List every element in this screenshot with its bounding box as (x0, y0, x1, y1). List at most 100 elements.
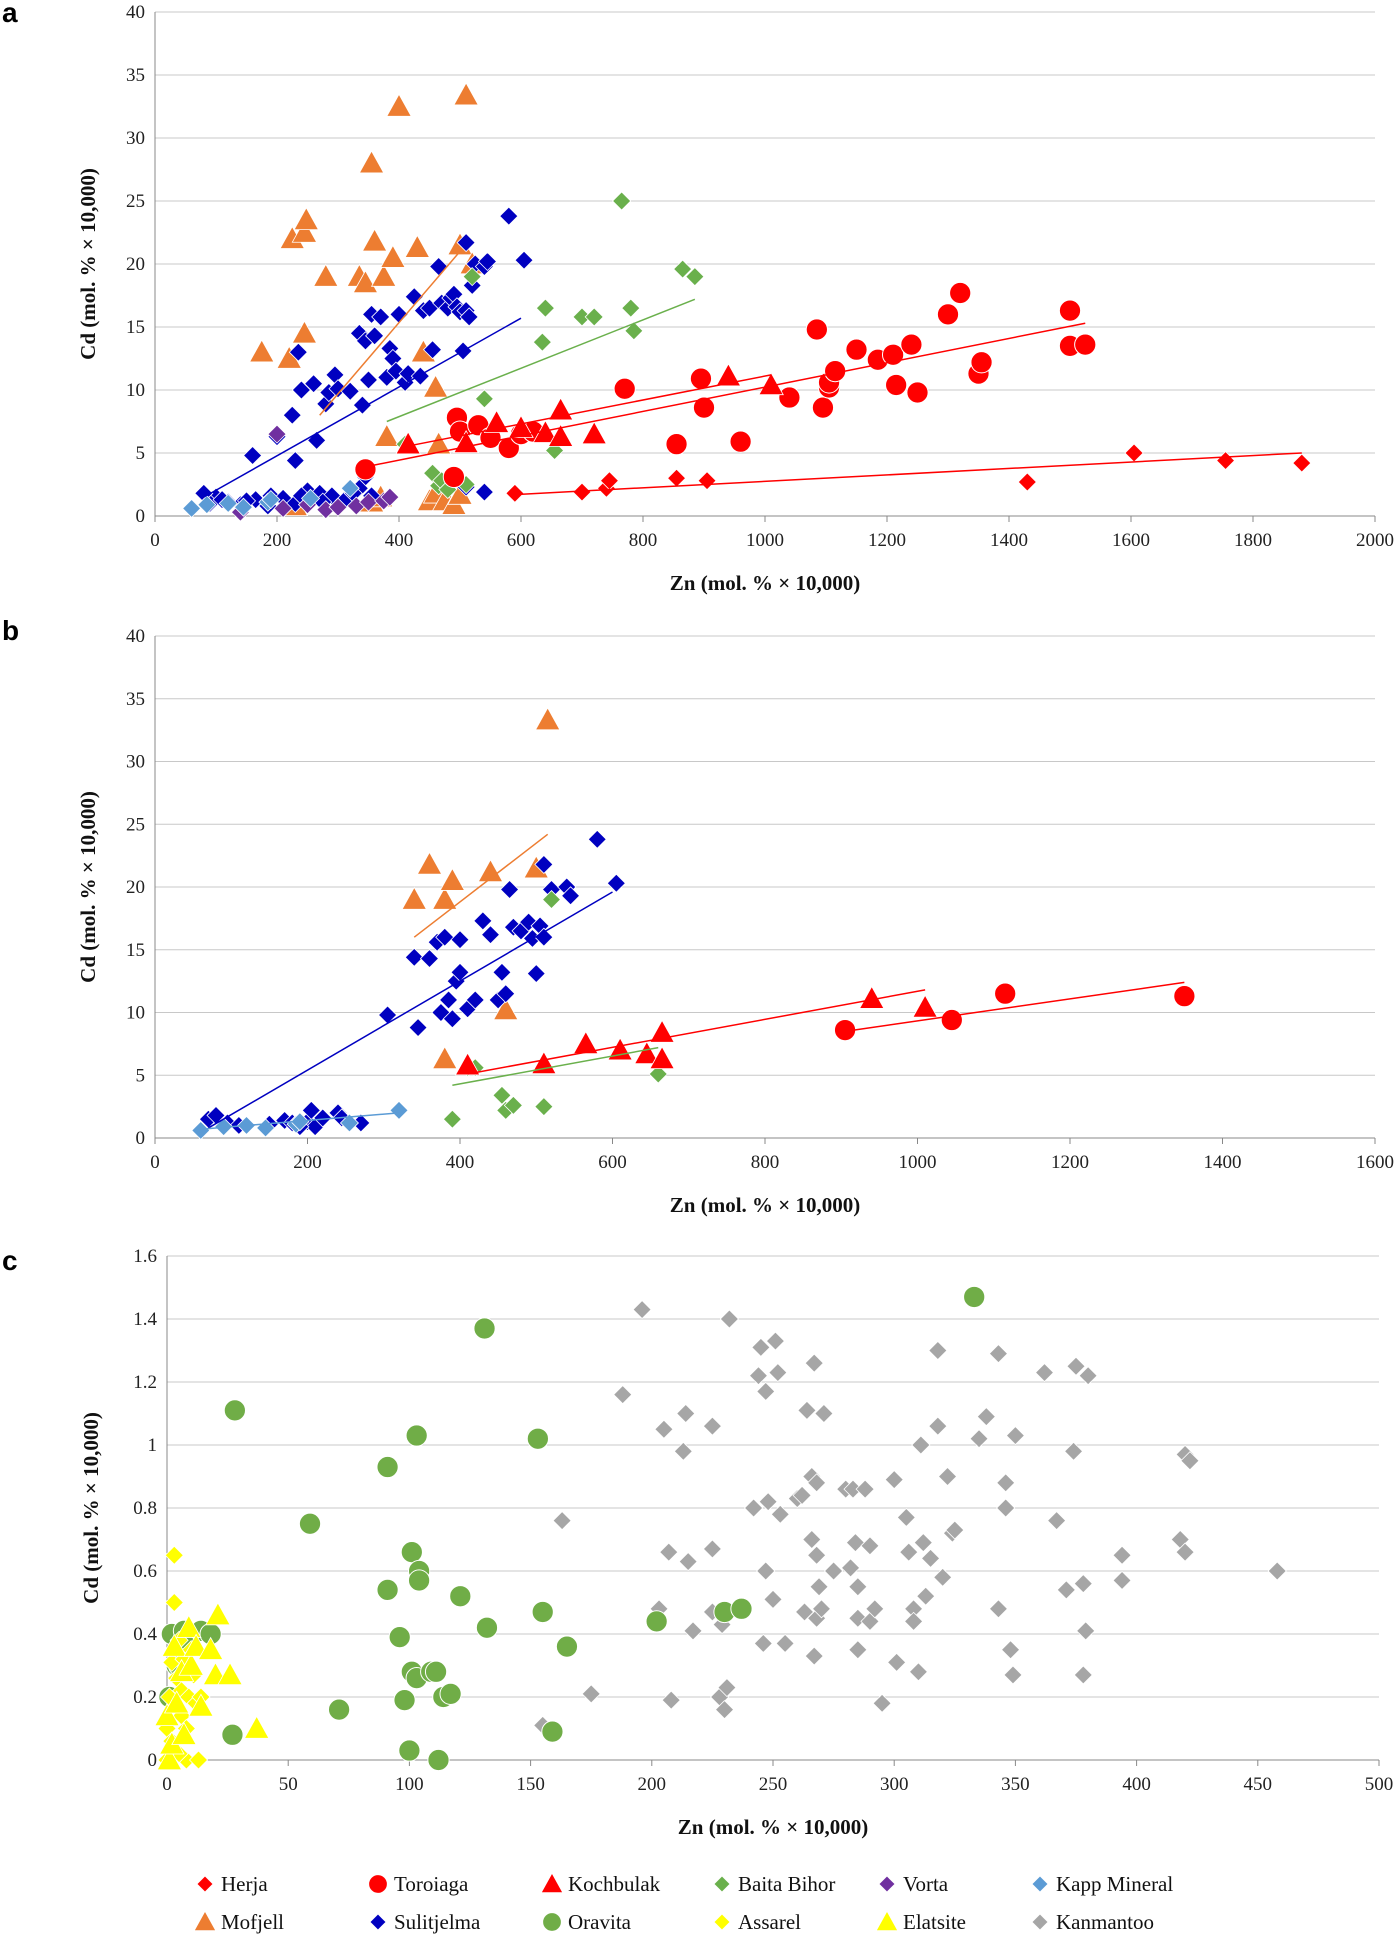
point-sulitjelma (304, 374, 324, 394)
y-axis-label: Cd (mol. % × 10,000) (76, 168, 100, 360)
trendline-kochbulak (411, 374, 772, 447)
y-tick-label: 0.4 (133, 1624, 157, 1645)
x-tick-label: 200 (293, 1152, 322, 1173)
point-oravita (427, 1748, 450, 1772)
point-kanmantoo (758, 1492, 778, 1512)
point-kanmantoo (860, 1536, 880, 1556)
y-tick-label: 1.6 (133, 1246, 157, 1267)
point-kanmantoo (807, 1545, 827, 1565)
point-kanmantoo (811, 1599, 832, 1619)
point-oravita (439, 1682, 462, 1705)
point-kanmantoo (809, 1577, 829, 1597)
legend-label: Baita Bihor (738, 1872, 835, 1896)
point-baita-bihor (492, 1085, 512, 1105)
point-oravita (400, 1540, 423, 1564)
legend-label: Kapp Mineral (1056, 1872, 1173, 1896)
point-herja (505, 483, 525, 503)
point-oravita (526, 1427, 549, 1450)
legend-marker-herja (196, 1875, 214, 1893)
point-kanmantoo (765, 1331, 785, 1351)
trendline-baita-bihor (452, 1046, 659, 1087)
point-sulitjelma (465, 990, 485, 1010)
point-herja (666, 468, 687, 488)
legend-label: Elatsite (903, 1910, 966, 1934)
point-sulitjelma (325, 365, 345, 385)
point-kanmantoo (714, 1700, 735, 1720)
point-kanmantoo (632, 1299, 652, 1320)
point-sulitjelma (499, 879, 520, 900)
point-sulitjelma (438, 990, 459, 1010)
point-kochbulak (858, 985, 885, 1009)
point-kanmantoo (996, 1473, 1016, 1493)
x-tick-label: 200 (638, 1774, 667, 1795)
point-kanmantoo (659, 1542, 679, 1562)
point-oravita (376, 1578, 399, 1602)
legend-marker-baita-bihor (713, 1875, 731, 1893)
trendline-mofjell (319, 250, 461, 416)
y-tick-label: 35 (126, 65, 145, 86)
trendline-sulitjelma (207, 891, 613, 1129)
point-mofjell (352, 269, 379, 294)
point-mofjell (358, 150, 385, 174)
point-kochbulak (649, 1045, 675, 1070)
legend-label: Assarel (738, 1910, 801, 1934)
point-sulitjelma (206, 1105, 226, 1125)
point-mofjell (373, 423, 400, 447)
point-toroiaga (949, 281, 972, 305)
point-elatsite (197, 1636, 224, 1660)
trendline-mofjell (413, 833, 549, 938)
point-kanmantoo (804, 1353, 824, 1373)
legend-marker-sulitjelma (369, 1913, 387, 1931)
y-tick-label: 5 (136, 443, 146, 464)
point-oravita (398, 1739, 421, 1762)
point-kanmantoo (1112, 1570, 1132, 1591)
series-sulitjelma (198, 829, 626, 1137)
point-sulitjelma (404, 947, 424, 967)
point-sulitjelma (408, 1017, 428, 1038)
point-kanmantoo (1073, 1574, 1093, 1594)
point-sulitjelma (442, 1009, 462, 1029)
point-kanmantoo (1078, 1366, 1098, 1386)
x-tick-label: 400 (446, 1152, 475, 1173)
x-tick-label: 1200 (868, 530, 906, 551)
x-tick-label: 1000 (746, 530, 784, 551)
x-tick-label: 1400 (1204, 1152, 1242, 1173)
legend-entry-sulitjelma: Sulitjelma (369, 1910, 481, 1934)
point-sulitjelma (243, 445, 263, 466)
y-tick-label: 20 (126, 877, 145, 898)
x-tick-label: 150 (516, 1774, 545, 1795)
point-kanmantoo (899, 1542, 919, 1562)
point-kanmantoo (751, 1337, 771, 1357)
point-baita-bihor (532, 332, 552, 352)
point-mofjell (534, 707, 561, 731)
point-elatsite (154, 1702, 180, 1727)
point-kanmantoo (748, 1366, 769, 1386)
point-oravita (541, 1720, 564, 1743)
legend-entry-elatsite: Elatsite (875, 1910, 966, 1934)
point-mofjell (431, 886, 458, 910)
panel-letter-c: c (2, 1245, 18, 1276)
point-kochbulak (581, 421, 608, 445)
point-sulitjelma (477, 251, 498, 272)
x-tick-label: 1800 (1234, 530, 1272, 551)
point-kochbulak (508, 414, 534, 438)
point-kanmantoo (1064, 1441, 1084, 1461)
point-baita-bihor (462, 267, 482, 287)
point-sulitjelma (435, 927, 455, 947)
point-baita-bihor (685, 267, 705, 287)
point-toroiaga (805, 318, 828, 341)
x-tick-label: 1600 (1356, 1152, 1394, 1173)
point-kanmantoo (581, 1684, 601, 1704)
y-tick-label: 15 (126, 940, 145, 961)
point-kanmantoo (673, 1441, 693, 1461)
point-sulitjelma (313, 1108, 333, 1128)
x-tick-label: 450 (1244, 1774, 1273, 1795)
point-sulitjelma (419, 948, 440, 969)
legend-entry-kanmantoo: Kanmantoo (1031, 1910, 1154, 1934)
point-kanmantoo (792, 1485, 812, 1505)
point-kanmantoo (911, 1435, 931, 1455)
point-kanmantoo (988, 1344, 1008, 1364)
point-mofjell (416, 851, 443, 875)
point-oravita (473, 1317, 496, 1340)
y-tick-label: 40 (126, 626, 145, 647)
